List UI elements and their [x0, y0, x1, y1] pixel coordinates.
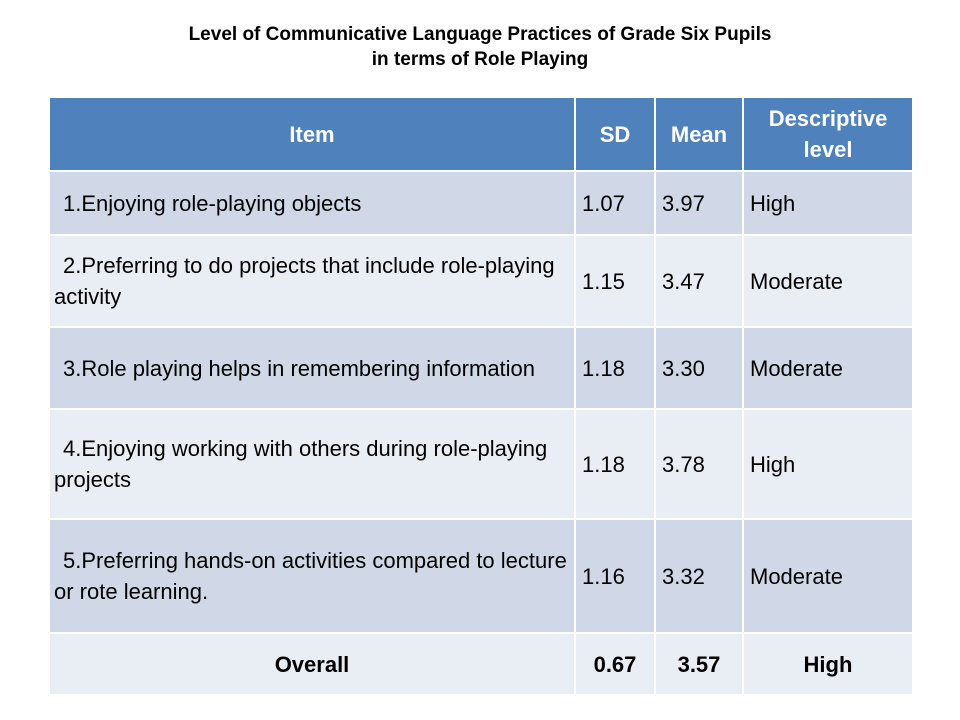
- title-line-2: in terms of Role Playing: [371, 49, 589, 70]
- row-3-level: Moderate: [742, 326, 914, 410]
- table-row: 4.Enjoying working with others during ro…: [48, 408, 914, 520]
- table-header-row: Item SD Mean Descriptive level: [48, 96, 914, 172]
- header-mean: Mean: [654, 96, 744, 172]
- table-row: 5.Preferring hands-on activities compare…: [48, 518, 914, 634]
- row-4-item: 4.Enjoying working with others during ro…: [48, 408, 576, 520]
- row-2-item-text: 2.Preferring to do projects that include…: [54, 253, 555, 309]
- row-5-item: 5.Preferring hands-on activities compare…: [48, 518, 576, 634]
- row-1-item: 1.Enjoying role-playing objects: [48, 170, 576, 236]
- row-1-item-text: 1.Enjoying role-playing objects: [63, 190, 362, 216]
- row-5-item-text: 5.Preferring hands-on activities compare…: [54, 548, 567, 604]
- overall-mean: 3.57: [654, 632, 744, 696]
- overall-level: High: [742, 632, 914, 696]
- row-3-sd: 1.18: [574, 326, 656, 410]
- table-row: 2.Preferring to do projects that include…: [48, 234, 914, 328]
- results-table: Item SD Mean Descriptive level 1.Enjoyin…: [48, 96, 914, 696]
- header-item: Item: [48, 96, 576, 172]
- table-row: 3.Role playing helps in remembering info…: [48, 326, 914, 410]
- row-2-mean: 3.47: [654, 234, 744, 328]
- row-2-sd: 1.15: [574, 234, 656, 328]
- row-4-level: High: [742, 408, 914, 520]
- row-1-level: High: [742, 170, 914, 236]
- row-1-mean: 3.97: [654, 170, 744, 236]
- row-4-item-text: 4.Enjoying working with others during ro…: [54, 436, 548, 492]
- table-row: 1.Enjoying role-playing objects 1.07 3.9…: [48, 170, 914, 236]
- row-2-item: 2.Preferring to do projects that include…: [48, 234, 576, 328]
- row-2-level: Moderate: [742, 234, 914, 328]
- header-descriptive-level: Descriptive level: [742, 96, 914, 172]
- row-4-mean: 3.78: [654, 408, 744, 520]
- row-5-sd: 1.16: [574, 518, 656, 634]
- row-1-sd: 1.07: [574, 170, 656, 236]
- row-5-mean: 3.32: [654, 518, 744, 634]
- row-3-mean: 3.30: [654, 326, 744, 410]
- title-line-1: Level of Communicative Language Practice…: [188, 24, 772, 45]
- overall-sd: 0.67: [574, 632, 656, 696]
- header-sd: SD: [574, 96, 656, 172]
- row-5-level: Moderate: [742, 518, 914, 634]
- page-title: Level of Communicative Language Practice…: [0, 22, 960, 72]
- row-3-item: 3.Role playing helps in remembering info…: [48, 326, 576, 410]
- overall-row: Overall 0.67 3.57 High: [48, 632, 914, 696]
- row-3-item-text: 3.Role playing helps in remembering info…: [63, 355, 536, 381]
- overall-label: Overall: [48, 632, 576, 696]
- row-4-sd: 1.18: [574, 408, 656, 520]
